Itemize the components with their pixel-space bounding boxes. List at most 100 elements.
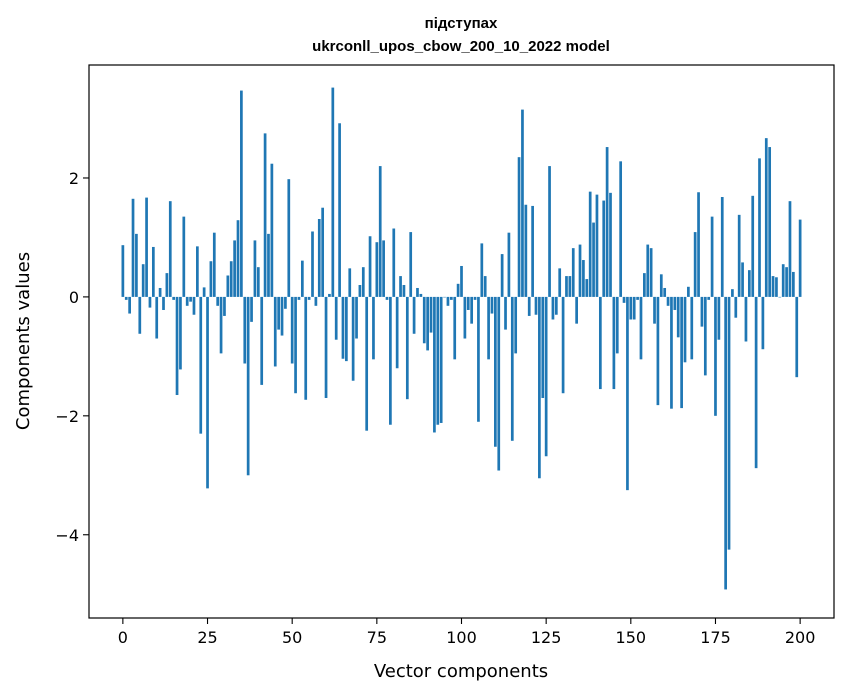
bar-component-154	[643, 273, 646, 297]
x-tick-label: 125	[531, 628, 562, 647]
bar-component-68	[351, 296, 355, 381]
y-tick-label: 0	[69, 288, 79, 307]
bar-component-26	[209, 261, 213, 297]
bar-component-83	[402, 285, 406, 297]
bar-component-156	[649, 248, 653, 297]
bar-component-44	[270, 163, 274, 297]
bar-component-106	[480, 243, 484, 297]
bar-component-104	[473, 296, 477, 300]
bar-component-5	[138, 296, 142, 334]
bar-component-171	[700, 296, 704, 327]
bar-component-125	[544, 296, 548, 457]
bar-component-160	[663, 287, 667, 297]
bar-component-56	[311, 231, 314, 297]
bar-component-58	[317, 219, 321, 297]
bar-component-149	[626, 296, 629, 491]
chart-title: підступах	[425, 15, 498, 32]
bar-component-155	[646, 244, 650, 297]
bar-component-18	[182, 216, 186, 297]
bar-component-133	[571, 248, 575, 297]
bar-component-34	[236, 220, 240, 297]
bar-component-27	[212, 232, 216, 297]
bar-component-124	[541, 296, 545, 398]
bar-component-85	[409, 232, 413, 297]
bar-component-162	[670, 296, 673, 409]
bar-component-79	[389, 296, 392, 425]
bar-component-136	[582, 260, 585, 297]
x-tick-label: 200	[785, 628, 816, 647]
x-axis-label: Vector components	[374, 661, 548, 682]
bar-component-164	[676, 296, 680, 338]
bar-component-71	[361, 267, 365, 297]
bar-component-95	[443, 296, 446, 298]
bar-component-28	[216, 296, 220, 306]
bar-component-166	[683, 296, 687, 363]
bar-component-195	[781, 264, 785, 297]
bar-component-196	[785, 267, 788, 297]
bar-component-73	[368, 236, 372, 297]
bar-component-78	[385, 296, 389, 300]
bar-component-151	[632, 296, 636, 320]
bar-component-65	[341, 296, 345, 359]
bar-component-187	[754, 296, 758, 469]
bar-component-132	[568, 276, 572, 297]
bar-component-105	[477, 296, 480, 422]
chart-subtitle: ukrconll_upos_cbow_200_10_2022 model	[312, 38, 610, 55]
bar-component-67	[348, 268, 352, 297]
x-tick-label: 50	[282, 628, 302, 647]
bar-component-190	[764, 138, 768, 297]
bar-component-59	[321, 207, 325, 297]
bar-component-15	[172, 296, 176, 300]
bar-component-153	[639, 296, 643, 360]
bar-component-80	[392, 228, 396, 297]
bar-component-9	[151, 246, 155, 297]
y-tick-label: 2	[69, 169, 79, 188]
bar-component-17	[179, 296, 182, 370]
bar-component-140	[595, 194, 599, 297]
bar-component-50	[290, 296, 294, 364]
bar-component-127	[551, 296, 555, 320]
bar-component-11	[158, 287, 162, 297]
bar-component-29	[219, 296, 223, 354]
bar-component-117	[517, 157, 521, 297]
bar-component-118	[521, 109, 524, 297]
bar-component-103	[470, 296, 474, 324]
y-tick-label: −2	[55, 407, 79, 426]
bar-component-113	[504, 296, 507, 330]
bar-component-33	[233, 240, 236, 297]
bar-component-53	[300, 260, 304, 297]
bar-component-32	[229, 261, 233, 297]
bar-component-70	[358, 285, 362, 297]
y-axis-label: Components values	[13, 252, 34, 430]
bar-component-22	[196, 246, 199, 297]
bar-component-82	[399, 276, 402, 297]
bar-component-102	[466, 296, 470, 310]
bar-component-138	[588, 191, 592, 297]
bar-component-180	[731, 289, 734, 297]
bar-component-61	[328, 293, 331, 297]
bar-component-21	[192, 296, 196, 315]
bar-component-41	[260, 296, 264, 385]
bar-component-159	[659, 274, 663, 297]
bar-component-143	[605, 147, 609, 297]
bar-component-158	[656, 296, 660, 406]
bar-component-185	[747, 270, 751, 297]
bar-component-90	[426, 296, 429, 351]
bar-component-126	[548, 166, 551, 297]
bar-component-163	[673, 296, 677, 310]
bar-component-176	[717, 296, 721, 340]
bar-component-94	[439, 296, 443, 423]
bar-component-178	[724, 296, 727, 590]
bar-component-108	[487, 296, 490, 360]
bar-component-110	[494, 296, 497, 447]
bar-component-88	[419, 293, 423, 297]
bar-component-43	[267, 233, 270, 297]
x-tick-label: 25	[197, 628, 217, 647]
bar-component-20	[189, 296, 192, 302]
bar-component-144	[609, 192, 612, 297]
bar-component-147	[619, 161, 623, 297]
bar-component-69	[355, 296, 358, 339]
bar-component-101	[463, 296, 467, 339]
bar-component-14	[168, 201, 172, 297]
bar-component-130	[561, 296, 565, 394]
